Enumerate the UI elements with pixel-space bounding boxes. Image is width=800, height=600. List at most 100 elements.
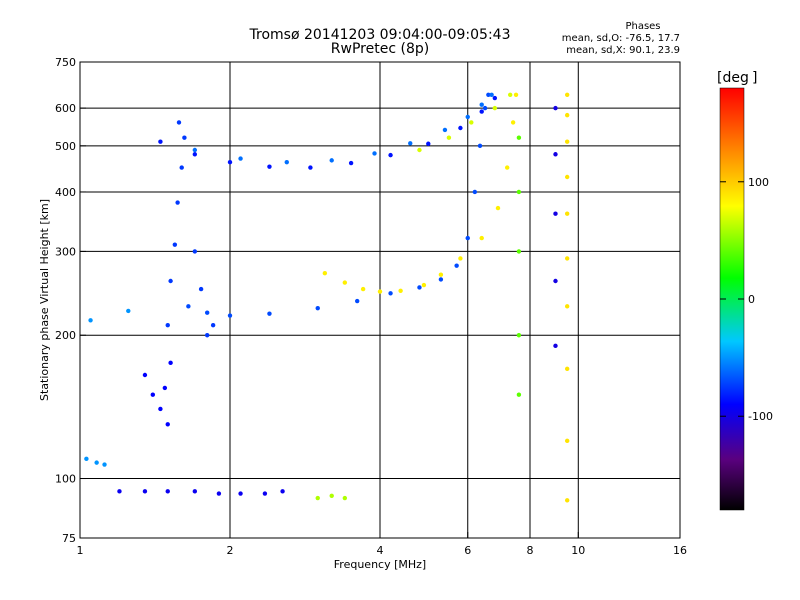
data-point	[408, 141, 413, 146]
data-point	[458, 125, 463, 131]
data-point	[210, 322, 216, 328]
data-point	[477, 143, 483, 149]
data-point	[479, 109, 484, 114]
data-point	[102, 462, 107, 467]
data-point	[315, 495, 320, 501]
data-point	[179, 165, 184, 170]
data-point	[348, 160, 354, 166]
data-point	[516, 189, 522, 195]
data-point	[308, 165, 313, 170]
chart-subtitle: RwPretec (8p)	[331, 41, 429, 57]
colorbar-tick-label: -100	[748, 410, 773, 423]
data-point	[204, 310, 210, 315]
data-point	[564, 256, 570, 261]
data-point	[216, 491, 222, 496]
y-axis-label: Stationary phase Virtual Height [km]	[38, 199, 51, 401]
data-point	[165, 489, 170, 494]
data-point	[388, 152, 393, 158]
data-point	[553, 343, 558, 349]
data-point	[172, 242, 178, 247]
y-tick-label: 100	[55, 473, 76, 486]
data-point	[354, 298, 360, 304]
data-point	[553, 278, 558, 284]
x-tick-label: 2	[227, 544, 234, 557]
data-point	[238, 156, 243, 161]
colorbar-tick-label: 0	[748, 293, 755, 306]
data-point	[479, 235, 484, 241]
data-point	[192, 489, 198, 494]
data-point	[238, 491, 243, 496]
data-point	[442, 127, 448, 133]
y-tick-label: 75	[62, 532, 76, 545]
x-tick-label: 16	[673, 544, 687, 557]
data-point	[426, 141, 431, 146]
x-tick-label: 8	[527, 544, 534, 557]
y-tick-label: 300	[55, 245, 76, 258]
data-point	[516, 392, 522, 397]
data-point	[142, 372, 148, 378]
data-point	[342, 495, 348, 501]
data-point	[204, 333, 210, 338]
data-point	[446, 135, 452, 140]
data-point	[489, 92, 494, 97]
data-point	[398, 288, 403, 293]
y-tick-label: 600	[55, 102, 76, 115]
data-point	[479, 102, 484, 107]
data-point	[342, 280, 348, 285]
data-point	[553, 105, 558, 111]
x-axis-label: Frequency [MHz]	[334, 558, 426, 571]
data-point	[192, 147, 198, 153]
data-point	[495, 205, 501, 211]
data-point	[454, 263, 459, 268]
data-point	[227, 159, 233, 165]
data-point	[227, 313, 233, 318]
data-point	[168, 360, 173, 366]
y-tick-label: 750	[55, 56, 76, 69]
chart-title: Tromsø 20141203 09:04:00-09:05:43	[249, 27, 511, 43]
data-point	[280, 489, 285, 494]
data-point	[564, 92, 570, 97]
data-point	[198, 286, 204, 292]
data-point	[564, 366, 570, 372]
stats-line-x: mean, sd,X: 90.1, 23.9	[566, 45, 680, 56]
data-point	[262, 491, 268, 496]
data-point	[142, 489, 148, 494]
data-point	[513, 92, 519, 97]
data-point	[165, 422, 170, 427]
y-tick-label: 400	[55, 186, 76, 199]
data-point	[465, 235, 470, 241]
x-tick-label: 4	[377, 544, 384, 557]
colorbar-ticks: 100 0 -100	[720, 176, 773, 423]
data-point	[94, 460, 99, 465]
data-point	[438, 277, 444, 282]
data-point	[472, 189, 478, 195]
data-point	[516, 333, 522, 338]
data-point	[564, 438, 570, 444]
data-points	[84, 92, 570, 503]
colorbar-label: [deg	[717, 70, 749, 86]
data-point	[486, 92, 491, 97]
data-point	[417, 285, 422, 290]
data-point	[176, 120, 182, 125]
data-point	[421, 282, 427, 288]
data-point	[516, 249, 522, 254]
data-point	[564, 174, 570, 180]
data-point	[564, 139, 570, 144]
data-point	[186, 304, 191, 309]
data-point	[158, 406, 163, 412]
stats-heading: Phases	[625, 21, 660, 32]
data-point	[377, 289, 383, 294]
data-point	[329, 158, 334, 163]
data-point	[482, 105, 488, 111]
colorbar-bracket: ]	[752, 70, 757, 86]
data-point	[564, 498, 570, 503]
data-point	[492, 95, 498, 101]
colorbar-tick-label: 100	[748, 176, 769, 189]
data-point	[126, 308, 131, 314]
data-point	[192, 152, 198, 157]
data-point	[360, 286, 366, 292]
data-point	[267, 164, 272, 169]
data-point	[492, 105, 498, 111]
data-point	[168, 278, 173, 284]
